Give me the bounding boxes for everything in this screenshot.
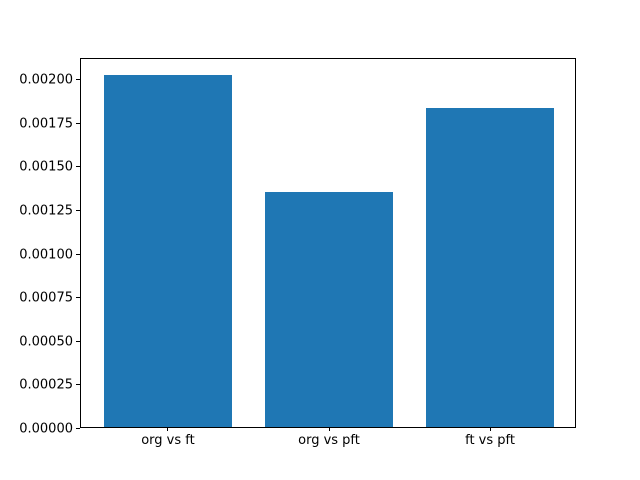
x-tick-label-org-vs-pft: org vs pft — [298, 433, 360, 448]
x-tick-mark — [167, 427, 169, 431]
y-tick-mark — [76, 166, 80, 168]
y-tick-label: 0.00175 — [19, 116, 73, 132]
bar-ft-vs-pft — [425, 107, 555, 427]
y-tick-label: 0.00075 — [19, 290, 73, 306]
x-tick-label-ft-vs-pft: ft vs pft — [465, 433, 515, 448]
y-tick-mark — [76, 384, 80, 386]
y-tick-mark — [76, 253, 80, 255]
y-tick-mark — [76, 297, 80, 299]
y-tick-label: 0.00200 — [19, 72, 73, 88]
y-tick-mark — [76, 428, 80, 429]
y-tick-mark — [76, 209, 80, 211]
x-tick-mark — [328, 427, 330, 431]
bar-org-vs-pft — [264, 191, 394, 427]
y-tick-label: 0.00050 — [19, 334, 73, 350]
y-tick-mark — [76, 340, 80, 342]
y-tick-label: 0.00125 — [19, 203, 73, 219]
bar-org-vs-ft — [103, 74, 233, 427]
y-tick-label: 0.00100 — [19, 247, 73, 263]
y-tick-label: 0.00025 — [19, 377, 73, 393]
plot-area: org vs ft org vs pft ft vs pft 0.00000 0.000… — [19, 58, 576, 447]
y-tick-mark — [76, 79, 80, 81]
y-tick-mark — [76, 122, 80, 124]
y-tick-label: 0.00000 — [19, 421, 73, 437]
x-tick-label-org-vs-ft: org vs ft — [141, 433, 195, 448]
x-tick-mark — [489, 427, 491, 431]
y-tick-label: 0.00150 — [19, 159, 73, 175]
